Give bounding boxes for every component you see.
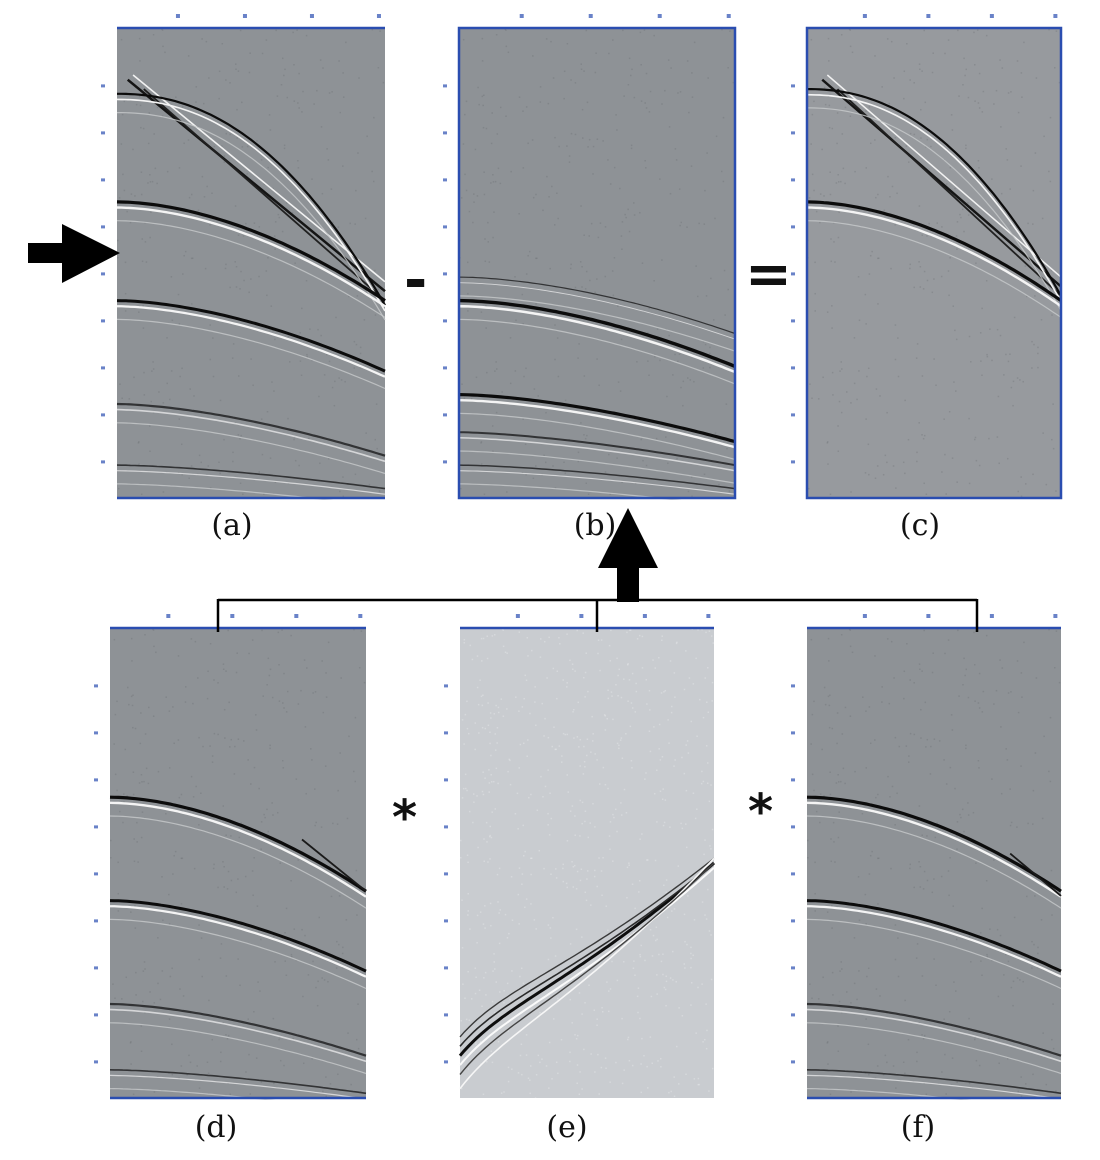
seismic-events: [806, 74, 1062, 318]
panel-frame: [117, 26, 385, 500]
panel-background: [460, 628, 714, 1098]
noise-texture: [110, 628, 366, 1099]
panel-a-image: [101, 14, 386, 500]
minus-operator: -: [404, 248, 428, 313]
panel-background: [807, 628, 1061, 1098]
up-arrow-icon: [598, 508, 658, 602]
connector-bracket: [216, 598, 979, 632]
noise-texture: [117, 28, 385, 499]
convolve-operator-left: *: [392, 790, 418, 846]
axis-ticks: [443, 14, 731, 464]
panel-background: [807, 28, 1061, 498]
panel-background: [459, 28, 735, 498]
axis-ticks: [791, 614, 1058, 1064]
panel-frame: [805, 26, 1063, 500]
panel-a: [95, 10, 395, 500]
axis-ticks: [94, 614, 363, 1064]
panel-b-image: [443, 14, 737, 500]
panel-frame: [110, 626, 366, 1100]
caption-d: (d): [194, 1110, 238, 1145]
panel-d: [90, 610, 375, 1100]
seismic-events: [116, 74, 386, 500]
left-arrow-icon: [28, 224, 120, 283]
seismic-events: [806, 795, 1062, 1100]
axis-ticks: [444, 614, 711, 1064]
caption-b: (b): [573, 508, 617, 543]
axis-ticks: [101, 14, 381, 464]
panel-background: [110, 628, 366, 1098]
panel-e: [440, 610, 720, 1100]
panel-f-image: [791, 614, 1062, 1100]
caption-e: (e): [546, 1110, 588, 1145]
panel-c-image: [791, 14, 1063, 500]
seismic-events: [458, 276, 736, 500]
panel-e-image: [444, 614, 715, 1099]
panel-b: [435, 10, 740, 500]
panel-f: [785, 610, 1065, 1100]
panel-frame: [807, 626, 1061, 1100]
seismic-events: [109, 795, 367, 1100]
panel-d-image: [94, 614, 367, 1100]
equals-operator: =: [745, 242, 792, 307]
seismic-events: [458, 857, 715, 1090]
axis-ticks: [791, 14, 1058, 464]
noise-texture: [807, 628, 1061, 1099]
panel-c: [785, 10, 1065, 500]
noise-texture: [460, 628, 714, 1099]
convolve-operator-right: *: [748, 784, 774, 840]
caption-c: (c): [899, 508, 941, 543]
panel-frame: [457, 26, 737, 500]
caption-f: (f): [900, 1110, 936, 1145]
caption-a: (a): [211, 508, 253, 543]
